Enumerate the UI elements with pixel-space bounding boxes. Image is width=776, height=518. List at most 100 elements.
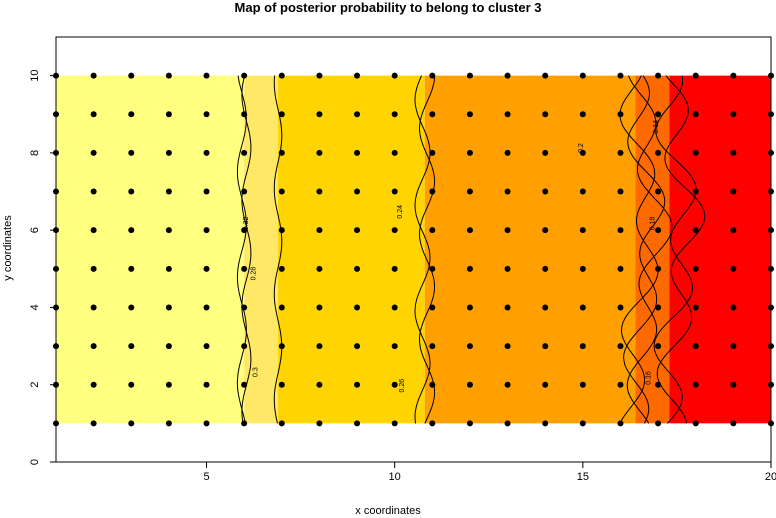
sample-point	[354, 111, 361, 118]
sample-point	[617, 420, 624, 427]
y-axis-label: y coordinates	[2, 215, 14, 281]
x-tick-label: 5	[203, 471, 209, 483]
contour-lines	[236, 75, 706, 424]
sample-point	[466, 227, 473, 234]
sample-point	[429, 72, 436, 79]
sample-point	[730, 188, 737, 195]
sample-point	[579, 149, 586, 156]
sample-point	[203, 343, 210, 350]
sample-point	[504, 72, 511, 79]
contour-labels: 0.32 0.28 0.3 0.24 0.26 0.2 0.18 0.16 0.14	[243, 120, 660, 393]
sample-point	[466, 304, 473, 311]
contour-label: 0.28	[250, 267, 257, 281]
sample-point	[391, 111, 398, 118]
sample-point	[655, 188, 662, 195]
contour-line	[418, 75, 436, 424]
sample-point	[203, 304, 210, 311]
sample-point	[354, 265, 361, 272]
sample-point	[692, 188, 699, 195]
sample-point	[241, 381, 248, 388]
sample-point	[391, 304, 398, 311]
sample-point	[354, 72, 361, 79]
sample-point	[90, 227, 97, 234]
sample-point	[542, 304, 549, 311]
sample-point	[278, 227, 285, 234]
sample-point	[655, 227, 662, 234]
sample-point	[466, 420, 473, 427]
chart-title: Map of posterior probability to belong t…	[234, 0, 542, 15]
color-band-3	[424, 75, 636, 424]
sample-point	[542, 381, 549, 388]
sample-point	[429, 343, 436, 350]
sample-point	[128, 188, 135, 195]
sample-point	[542, 227, 549, 234]
sample-point	[504, 381, 511, 388]
sample-point	[391, 265, 398, 272]
sample-point	[579, 343, 586, 350]
sample-point	[655, 381, 662, 388]
sample-point	[579, 227, 586, 234]
sample-point	[128, 72, 135, 79]
sample-point	[692, 420, 699, 427]
sample-point	[316, 111, 323, 118]
contour-label: 0.24	[397, 205, 404, 219]
sample-point	[617, 381, 624, 388]
sample-point	[730, 265, 737, 272]
sample-point	[391, 72, 398, 79]
sample-point	[278, 149, 285, 156]
sample-point	[90, 72, 97, 79]
sample-point	[730, 304, 737, 311]
contour-label: 0.32	[243, 216, 250, 230]
contour-label: 0.18	[649, 216, 656, 230]
x-tick-label: 10	[389, 471, 401, 483]
sample-point	[128, 420, 135, 427]
sample-point	[542, 72, 549, 79]
sample-point	[579, 188, 586, 195]
sample-point	[354, 188, 361, 195]
sample-point	[579, 72, 586, 79]
sample-point	[504, 304, 511, 311]
y-tick-label: 0	[29, 459, 41, 465]
sample-point	[466, 381, 473, 388]
sample-point	[692, 149, 699, 156]
sample-point	[128, 343, 135, 350]
sample-point	[655, 149, 662, 156]
contour-line	[273, 75, 283, 424]
sample-point	[241, 304, 248, 311]
sample-point	[655, 72, 662, 79]
y-tick-label: 6	[29, 227, 41, 233]
sample-point	[692, 111, 699, 118]
sample-point	[655, 111, 662, 118]
sample-point	[90, 111, 97, 118]
sample-point	[504, 343, 511, 350]
sample-point	[504, 420, 511, 427]
sample-point	[90, 265, 97, 272]
sample-point	[617, 304, 624, 311]
contour-label: 0.16	[646, 371, 653, 385]
sample-point	[128, 265, 135, 272]
sample-point	[655, 420, 662, 427]
sample-point	[429, 227, 436, 234]
sample-point	[655, 343, 662, 350]
sample-point	[241, 72, 248, 79]
sample-point	[692, 343, 699, 350]
sample-point	[278, 381, 285, 388]
sample-point	[354, 227, 361, 234]
contour-line	[236, 75, 247, 424]
sample-point	[203, 188, 210, 195]
x-tick-label: 15	[577, 471, 589, 483]
sample-point	[579, 420, 586, 427]
sample-point	[504, 188, 511, 195]
sample-point	[278, 304, 285, 311]
sample-point	[316, 381, 323, 388]
contour-line	[619, 75, 659, 424]
y-axis: 0 2 4 6 8 10	[29, 70, 57, 465]
sample-point	[165, 343, 172, 350]
sample-point	[429, 265, 436, 272]
sample-point	[241, 188, 248, 195]
sample-point	[542, 149, 549, 156]
sample-point	[692, 265, 699, 272]
sample-point	[316, 149, 323, 156]
x-axis: 5 10 15 20	[203, 461, 776, 483]
sample-point	[429, 420, 436, 427]
